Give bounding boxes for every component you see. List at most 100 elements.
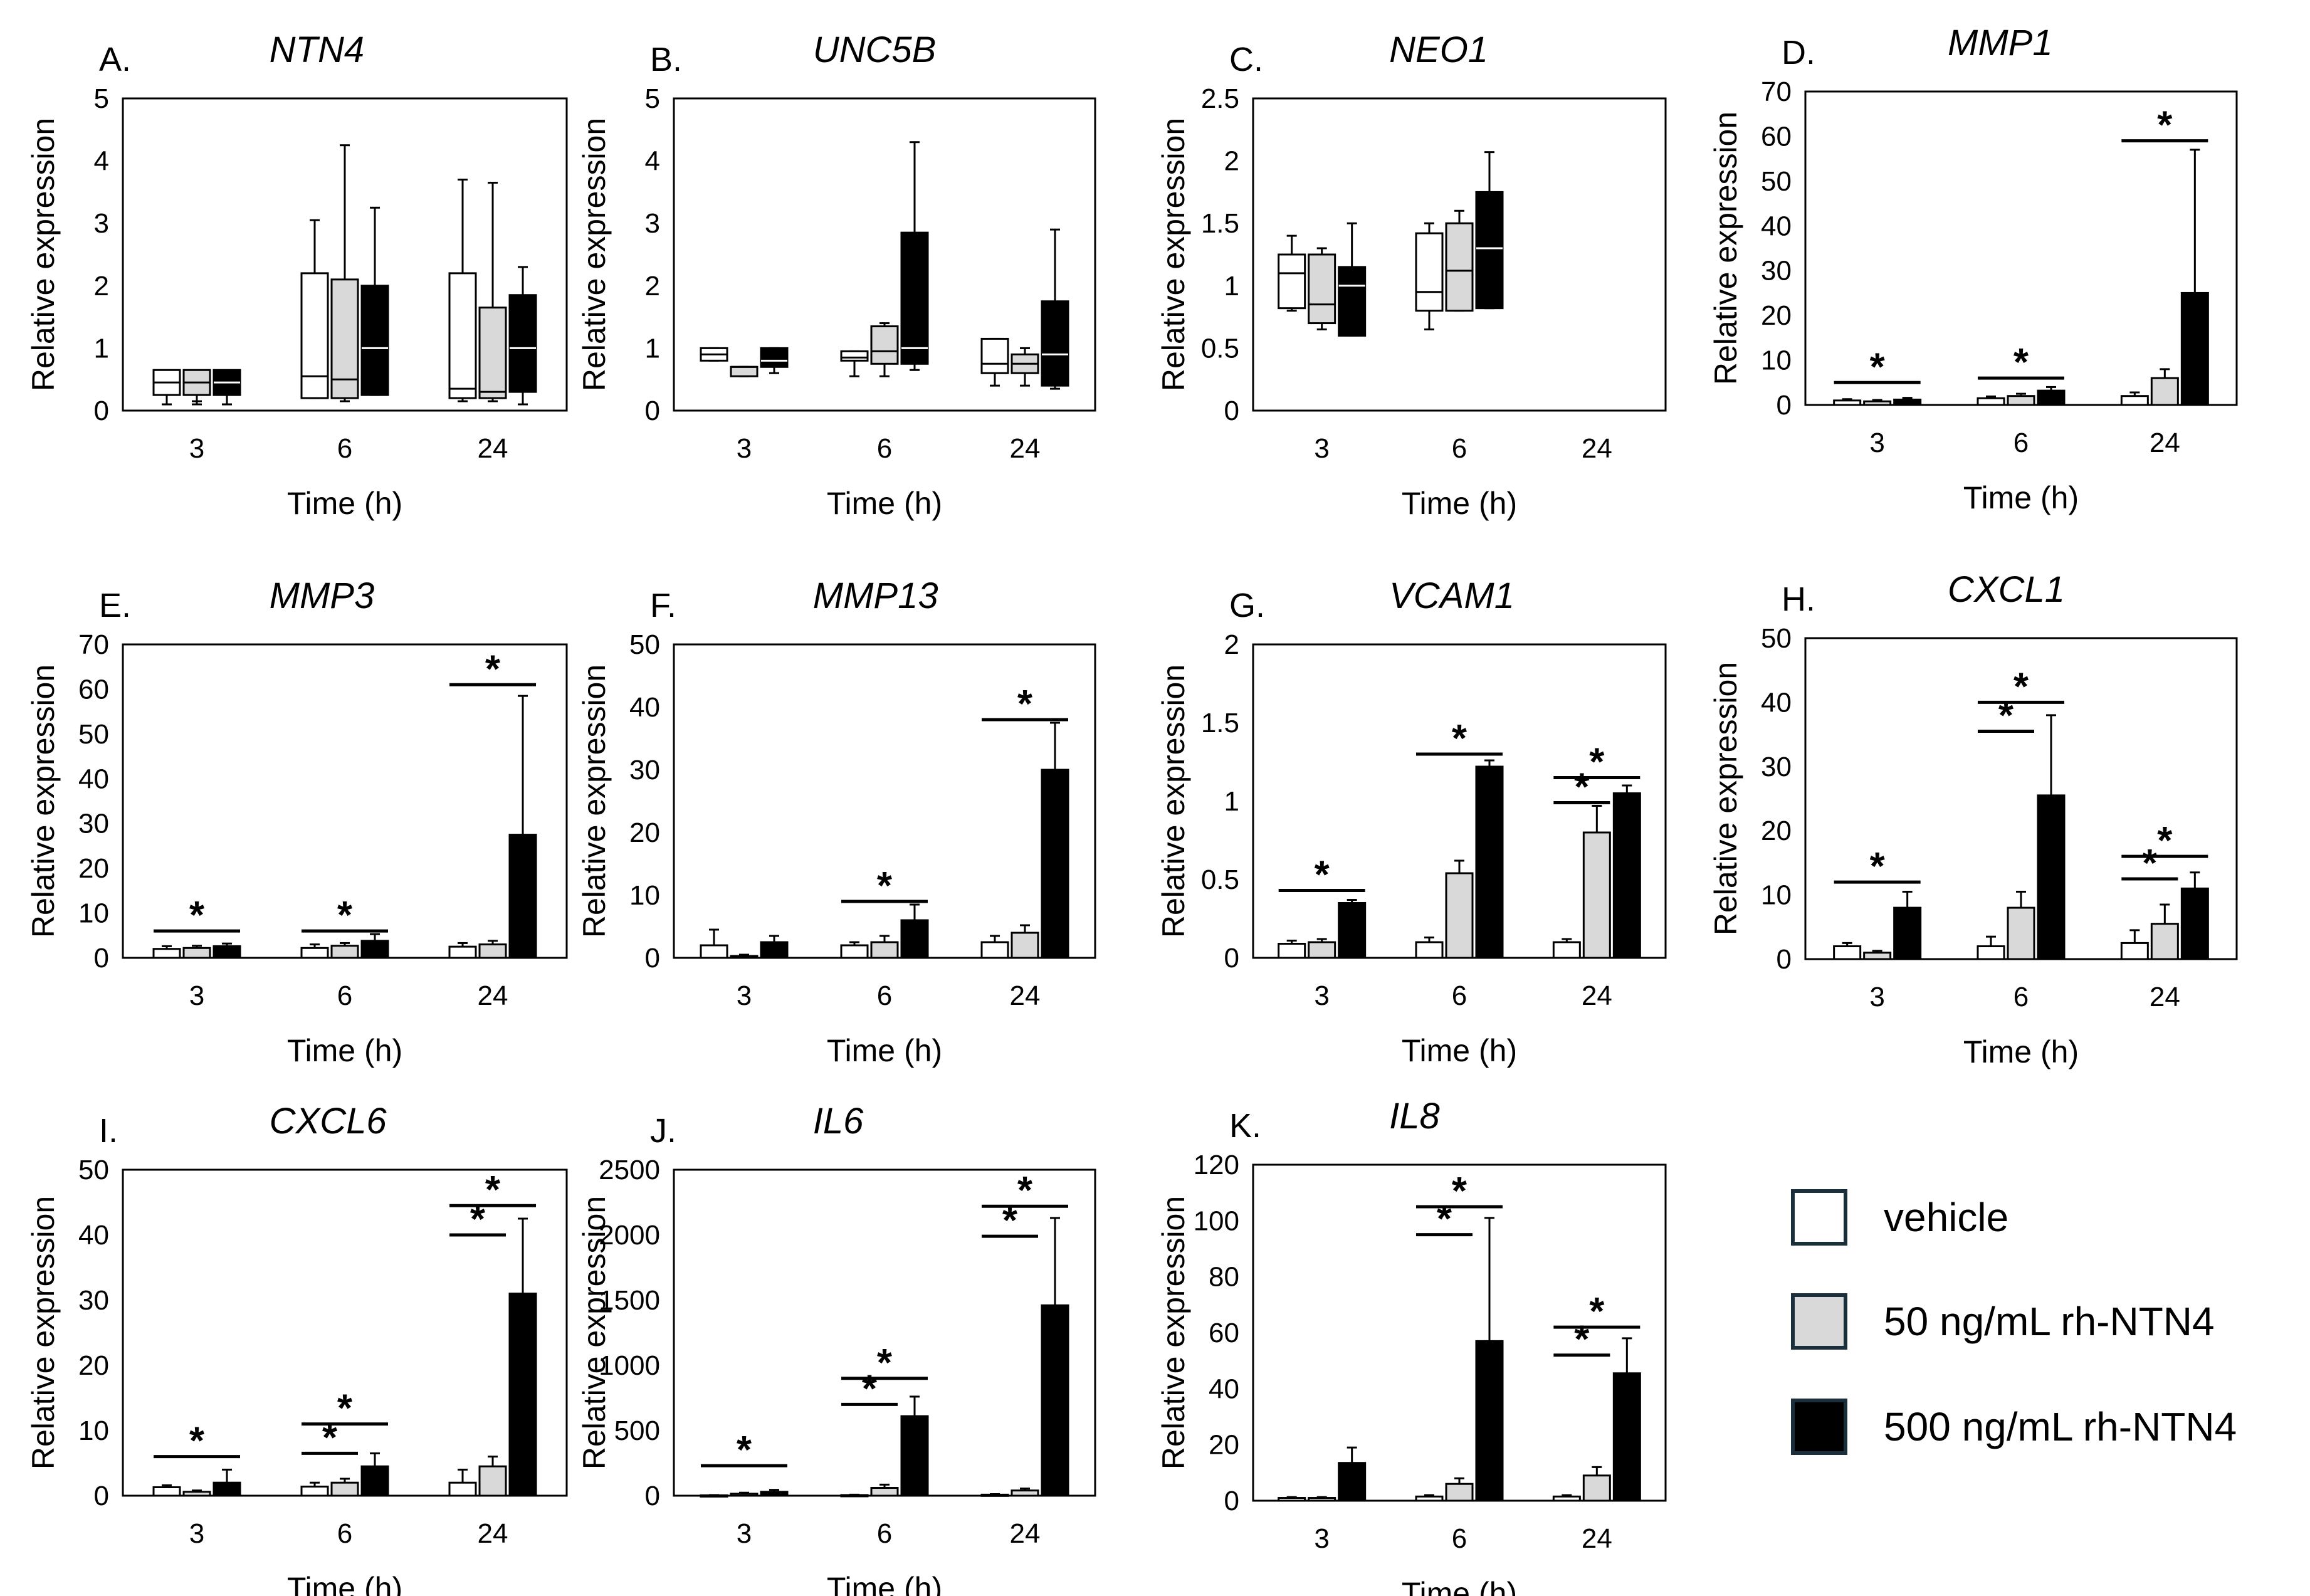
bar-50-ng-ml-rh-ntn4 — [1011, 932, 1039, 959]
bar-vehicle — [152, 948, 181, 959]
y-tick-label: 20 — [78, 1350, 109, 1381]
bar-50-ng-ml-rh-ntn4 — [730, 955, 759, 959]
y-tick-label: 40 — [1761, 687, 1792, 718]
panel-title: NTN4 — [270, 29, 364, 70]
panel-neo1: C. NEO1 0 0.5 1 1.5 2 2.5 Relative expression 3 6 2… — [1156, 29, 1667, 521]
bar-vehicle — [980, 1493, 1009, 1497]
y-tick-label: 5 — [94, 83, 109, 114]
y-tick-label: 1.5 — [1201, 708, 1239, 738]
box-vehicle — [1415, 232, 1444, 312]
significance-star: * — [1574, 1318, 1590, 1362]
bar-vehicle — [1552, 941, 1581, 959]
x-tick-label: 3 — [189, 433, 204, 464]
y-tick-label: 40 — [1761, 211, 1792, 241]
y-axis-title: Relative expression — [26, 118, 61, 391]
y-tick-label: 40 — [78, 764, 109, 794]
y-tick-label: 20 — [1209, 1430, 1239, 1461]
x-axis-title: Time (h) — [1402, 1576, 1517, 1596]
y-tick-label: 40 — [78, 1220, 109, 1251]
bar-50-ng-ml-rh-ntn4 — [1582, 1474, 1611, 1502]
bar-50-ng-ml-rh-ntn4 — [478, 1465, 507, 1497]
bar-50-ng-ml-rh-ntn4 — [730, 1493, 759, 1497]
box-500-ng-ml-rh-ntn4 — [360, 285, 389, 396]
significance-star: * — [1315, 854, 1330, 897]
bar-500-ng-ml-rh-ntn4 — [760, 1491, 789, 1497]
y-tick-label: 40 — [1209, 1373, 1239, 1404]
panel-letter: H. — [1782, 580, 1815, 618]
significance-star: * — [737, 1429, 752, 1472]
y-tick-label: 20 — [629, 817, 660, 848]
legend-label-500ng: 500 ng/mL rh-NTN4 — [1884, 1404, 2237, 1449]
x-tick-label: 3 — [1869, 428, 1884, 458]
y-tick-label: 1.5 — [1201, 208, 1239, 239]
y-tick-label: 3 — [94, 208, 109, 239]
bar-vehicle — [1977, 945, 2005, 960]
significance-star: * — [1998, 694, 2014, 737]
y-tick-label: 0 — [1224, 943, 1239, 974]
significance-star: * — [485, 648, 501, 691]
y-tick-label: 1 — [94, 333, 109, 364]
bar-vehicle — [1415, 941, 1444, 959]
significance-star: * — [2013, 665, 2029, 708]
panel-mmp1: D. MMP1 0 10 20 30 40 50 60 70 Relative expression… — [1708, 23, 2238, 515]
y-tick-label: 50 — [1761, 623, 1792, 654]
box-vehicle — [1278, 253, 1306, 310]
y-tick-label: 70 — [78, 629, 109, 660]
bar-500-ng-ml-rh-ntn4 — [360, 1465, 389, 1497]
box-50-ng-ml-rh-ntn4 — [330, 278, 359, 399]
bar-500-ng-ml-rh-ntn4 — [900, 919, 929, 959]
y-tick-label: 0 — [645, 1481, 660, 1511]
bar-500-ng-ml-rh-ntn4 — [2037, 389, 2066, 406]
y-tick-label: 0 — [645, 943, 660, 974]
box-50-ng-ml-rh-ntn4 — [1445, 222, 1474, 312]
significance-star: * — [2157, 104, 2173, 147]
x-tick-label: 3 — [1314, 433, 1329, 464]
panel-title: CXCL1 — [1948, 569, 2065, 610]
y-tick-label: 5 — [645, 83, 660, 114]
x-tick-label: 6 — [877, 1518, 892, 1549]
panel-mmp3: E. MMP3 0 10 20 30 40 50 60 70 Relative expression… — [26, 575, 568, 1068]
significance-star: * — [1870, 845, 1886, 888]
bar-500-ng-ml-rh-ntn4 — [1475, 1340, 1504, 1502]
bar-vehicle — [1278, 943, 1306, 959]
panel-letter: D. — [1782, 34, 1815, 71]
y-tick-label: 0 — [94, 1481, 109, 1511]
x-tick-label: 24 — [478, 980, 508, 1011]
bar-500-ng-ml-rh-ntn4 — [1338, 1462, 1367, 1502]
bar-500-ng-ml-rh-ntn4 — [508, 834, 537, 959]
bar-50-ng-ml-rh-ntn4 — [870, 1487, 899, 1497]
y-tick-label: 2500 — [599, 1155, 660, 1185]
legend-label-vehicle: vehicle — [1884, 1195, 2008, 1240]
y-tick-label: 1 — [645, 333, 660, 364]
panel-letter: C. — [1229, 41, 1263, 78]
bar-vehicle — [1415, 1495, 1444, 1502]
box-500-ng-ml-rh-ntn4 — [1041, 300, 1069, 387]
x-tick-label: 24 — [1582, 980, 1612, 1011]
significance-star: * — [337, 1387, 353, 1431]
legend-swatch-50ng — [1791, 1293, 1847, 1350]
panel-title: VCAM1 — [1389, 575, 1515, 616]
x-axis-title: Time (h) — [827, 1033, 942, 1068]
bar-50-ng-ml-rh-ntn4 — [478, 943, 507, 959]
panel-title: CXCL6 — [270, 1101, 387, 1142]
bar-vehicle — [700, 944, 728, 959]
y-axis-title: Relative expression — [577, 1196, 612, 1469]
significance-star: * — [1017, 683, 1033, 726]
y-tick-label: 50 — [1761, 166, 1792, 197]
significance-star: * — [2157, 819, 2173, 863]
y-tick-label: 120 — [1194, 1150, 1239, 1180]
bar-vehicle — [300, 947, 329, 959]
x-tick-label: 24 — [478, 433, 508, 464]
plot-frame — [673, 97, 1096, 412]
bar-vehicle — [300, 1485, 329, 1497]
y-tick-label: 0 — [1777, 390, 1792, 421]
y-tick-label: 0 — [645, 396, 660, 426]
y-tick-label: 1 — [1224, 786, 1239, 817]
box-50-ng-ml-rh-ntn4 — [1308, 253, 1336, 325]
bar-50-ng-ml-rh-ntn4 — [1445, 1483, 1474, 1502]
panel-title: MMP13 — [813, 575, 938, 616]
x-axis-title: Time (h) — [827, 486, 942, 521]
bar-vehicle — [448, 945, 477, 959]
bar-50-ng-ml-rh-ntn4 — [182, 1491, 211, 1497]
significance-star: * — [1589, 741, 1605, 784]
